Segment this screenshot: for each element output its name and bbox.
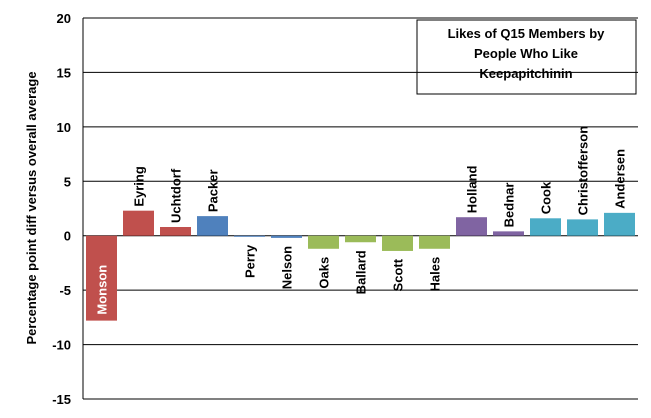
y-tick-label: 0 <box>64 229 71 244</box>
bar-label: Uchtdorf <box>169 168 184 223</box>
y-axis-label: Percentage point diff versus overall ave… <box>24 71 39 344</box>
bar <box>271 235 302 238</box>
bar-label: Perry <box>243 244 258 278</box>
bar-label: Cook <box>539 181 554 214</box>
chart-title: Likes of Q15 Members by <box>448 26 606 41</box>
bar-label: Packer <box>206 169 221 212</box>
bar <box>604 212 635 236</box>
y-tick-label: 15 <box>57 65 71 80</box>
bar-label: Hales <box>428 257 443 292</box>
y-tick-label: -10 <box>52 338 71 353</box>
bar <box>530 218 561 236</box>
bar-label: Monson <box>95 265 110 315</box>
bar-label: Christofferson <box>576 126 591 216</box>
bar <box>345 235 376 243</box>
bar <box>308 235 339 249</box>
bar-label: Andersen <box>613 149 628 209</box>
y-tick-label: 5 <box>64 174 71 189</box>
title-box <box>416 19 637 95</box>
bar-label: Scott <box>391 258 406 291</box>
bar-label: Oaks <box>317 257 332 289</box>
y-tick-label: -5 <box>59 283 71 298</box>
y-tick-label: 10 <box>57 120 71 135</box>
bar <box>86 235 117 321</box>
bar <box>234 235 265 237</box>
bar-label: Holland <box>465 165 480 213</box>
bar <box>123 210 154 236</box>
bar <box>382 235 413 251</box>
bar <box>160 227 191 236</box>
chart-title: People Who Like <box>474 46 578 61</box>
bar <box>493 231 524 236</box>
y-tick-label: -15 <box>52 392 71 407</box>
bar-label: Ballard <box>354 250 369 294</box>
y-tick-label: 20 <box>57 11 71 26</box>
chart-title: Keepapitchinin <box>479 66 572 81</box>
bar-label: Eyring <box>132 166 147 207</box>
bar <box>419 235 450 249</box>
bar-label: Nelson <box>280 246 295 289</box>
bar <box>197 216 228 236</box>
bar-label: Bednar <box>502 183 517 228</box>
bar <box>456 217 487 236</box>
bar <box>567 219 598 236</box>
